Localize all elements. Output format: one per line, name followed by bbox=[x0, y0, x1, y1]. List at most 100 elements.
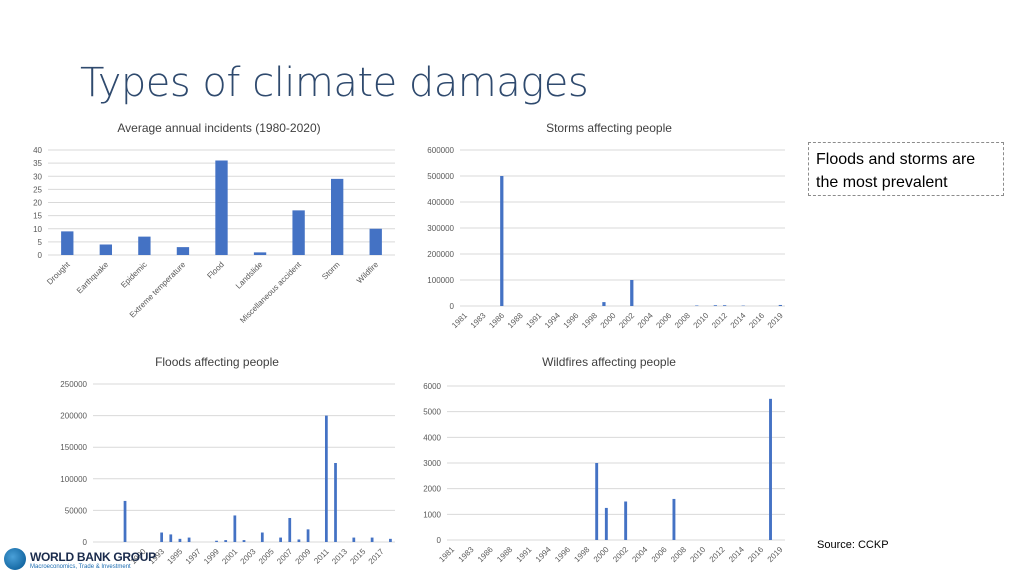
x-tick-label: 1997 bbox=[184, 547, 203, 566]
bar bbox=[369, 228, 382, 255]
x-tick-label: 2014 bbox=[727, 545, 746, 564]
y-tick-label: 600000 bbox=[427, 146, 454, 155]
bar bbox=[292, 210, 305, 255]
x-tick-label: Earthquake bbox=[75, 260, 111, 296]
bar bbox=[253, 252, 267, 255]
bar bbox=[61, 231, 74, 255]
y-tick-label: 0 bbox=[38, 251, 43, 260]
x-tick-label: 1991 bbox=[515, 545, 534, 564]
bar bbox=[233, 515, 237, 542]
source-note: Source: CCKP bbox=[817, 539, 889, 551]
bar bbox=[389, 538, 392, 542]
bar bbox=[297, 539, 301, 542]
x-tick-label: 1991 bbox=[524, 311, 543, 330]
x-tick-label: 2005 bbox=[257, 547, 276, 566]
bar bbox=[160, 532, 164, 542]
x-tick-label: 1998 bbox=[572, 545, 591, 564]
x-tick-label: 2019 bbox=[766, 311, 785, 330]
x-tick-label: 1994 bbox=[534, 545, 553, 564]
x-tick-label: 2008 bbox=[669, 545, 688, 564]
x-tick-label: 2006 bbox=[650, 545, 669, 564]
x-tick-label: 1996 bbox=[562, 311, 581, 330]
y-tick-label: 500000 bbox=[427, 172, 454, 181]
bar bbox=[630, 280, 634, 306]
bar bbox=[187, 537, 191, 542]
x-tick-label: 1983 bbox=[457, 545, 476, 564]
y-tick-label: 10 bbox=[33, 225, 42, 234]
x-tick-label: 1981 bbox=[437, 545, 456, 564]
x-tick-label: 1999 bbox=[202, 547, 221, 566]
logo-globe bbox=[4, 548, 26, 570]
x-tick-label: Storm bbox=[320, 260, 342, 282]
bar bbox=[604, 507, 608, 540]
x-tick-label: 2009 bbox=[294, 547, 313, 566]
x-tick-label: 1994 bbox=[543, 311, 562, 330]
y-tick-label: 5000 bbox=[423, 408, 441, 417]
x-tick-label: 2004 bbox=[636, 311, 655, 330]
bar bbox=[778, 304, 782, 306]
y-tick-label: 200000 bbox=[60, 412, 87, 421]
y-tick-label: 200000 bbox=[427, 250, 454, 259]
bar bbox=[288, 517, 292, 542]
bar bbox=[500, 176, 504, 306]
y-tick-label: 2000 bbox=[423, 485, 441, 494]
bar bbox=[602, 302, 606, 306]
x-tick-label: Flood bbox=[205, 260, 226, 281]
x-tick-label: 2008 bbox=[673, 311, 692, 330]
x-tick-label: 2013 bbox=[330, 547, 349, 566]
y-tick-label: 300000 bbox=[427, 224, 454, 233]
x-tick-label: 1988 bbox=[495, 545, 514, 564]
y-tick-label: 25 bbox=[33, 185, 42, 194]
bar bbox=[769, 398, 772, 540]
bar bbox=[215, 540, 218, 542]
x-tick-label: 2016 bbox=[747, 311, 766, 330]
bar bbox=[279, 537, 282, 542]
x-tick-label: 2012 bbox=[710, 311, 729, 330]
chart-title: Storms affecting people bbox=[546, 121, 672, 135]
x-tick-label: 2015 bbox=[348, 547, 367, 566]
bar bbox=[624, 501, 628, 540]
x-tick-label: 2004 bbox=[630, 545, 649, 564]
x-tick-label: 1983 bbox=[469, 311, 488, 330]
x-tick-label: 2016 bbox=[746, 545, 765, 564]
bar bbox=[713, 305, 717, 306]
bar bbox=[324, 415, 328, 542]
slide-title: Types of climate damages bbox=[80, 60, 589, 106]
y-tick-label: 35 bbox=[33, 159, 42, 168]
bar bbox=[672, 498, 676, 540]
x-tick-label: 2000 bbox=[599, 311, 618, 330]
x-tick-label: 1998 bbox=[580, 311, 599, 330]
x-tick-label: 1996 bbox=[553, 545, 572, 564]
x-tick-label: 2007 bbox=[275, 547, 294, 566]
y-tick-label: 100000 bbox=[427, 276, 454, 285]
bar bbox=[99, 244, 113, 255]
bar bbox=[123, 500, 127, 542]
y-tick-label: 0 bbox=[450, 302, 455, 311]
y-tick-label: 30 bbox=[33, 172, 42, 181]
x-tick-label: 2006 bbox=[654, 311, 673, 330]
x-tick-label: 2000 bbox=[592, 545, 611, 564]
bar bbox=[176, 247, 190, 255]
logo-subtitle: Macroeconomics, Trade & Investment bbox=[30, 564, 131, 570]
y-tick-label: 0 bbox=[437, 536, 442, 545]
logo-name: WORLD BANK GROUP bbox=[30, 550, 156, 564]
chart-title: Floods affecting people bbox=[155, 355, 279, 369]
y-tick-label: 3000 bbox=[423, 459, 441, 468]
x-tick-label: 2017 bbox=[367, 547, 386, 566]
bar bbox=[242, 540, 246, 542]
x-tick-label: Landslide bbox=[234, 260, 265, 291]
x-tick-label: 1995 bbox=[165, 547, 184, 566]
chart-title: Wildfires affecting people bbox=[542, 355, 676, 369]
x-tick-label: Wildfire bbox=[355, 260, 381, 286]
y-tick-label: 0 bbox=[83, 538, 88, 547]
y-tick-label: 250000 bbox=[60, 380, 87, 389]
x-tick-label: 2011 bbox=[312, 547, 331, 566]
bar bbox=[695, 305, 699, 306]
callout: Floods and storms are the most prevalent bbox=[808, 142, 1004, 196]
x-tick-label: 2003 bbox=[239, 547, 258, 566]
x-tick-label: 1986 bbox=[476, 545, 495, 564]
bar bbox=[352, 537, 356, 542]
x-tick-label: 2001 bbox=[220, 547, 239, 566]
